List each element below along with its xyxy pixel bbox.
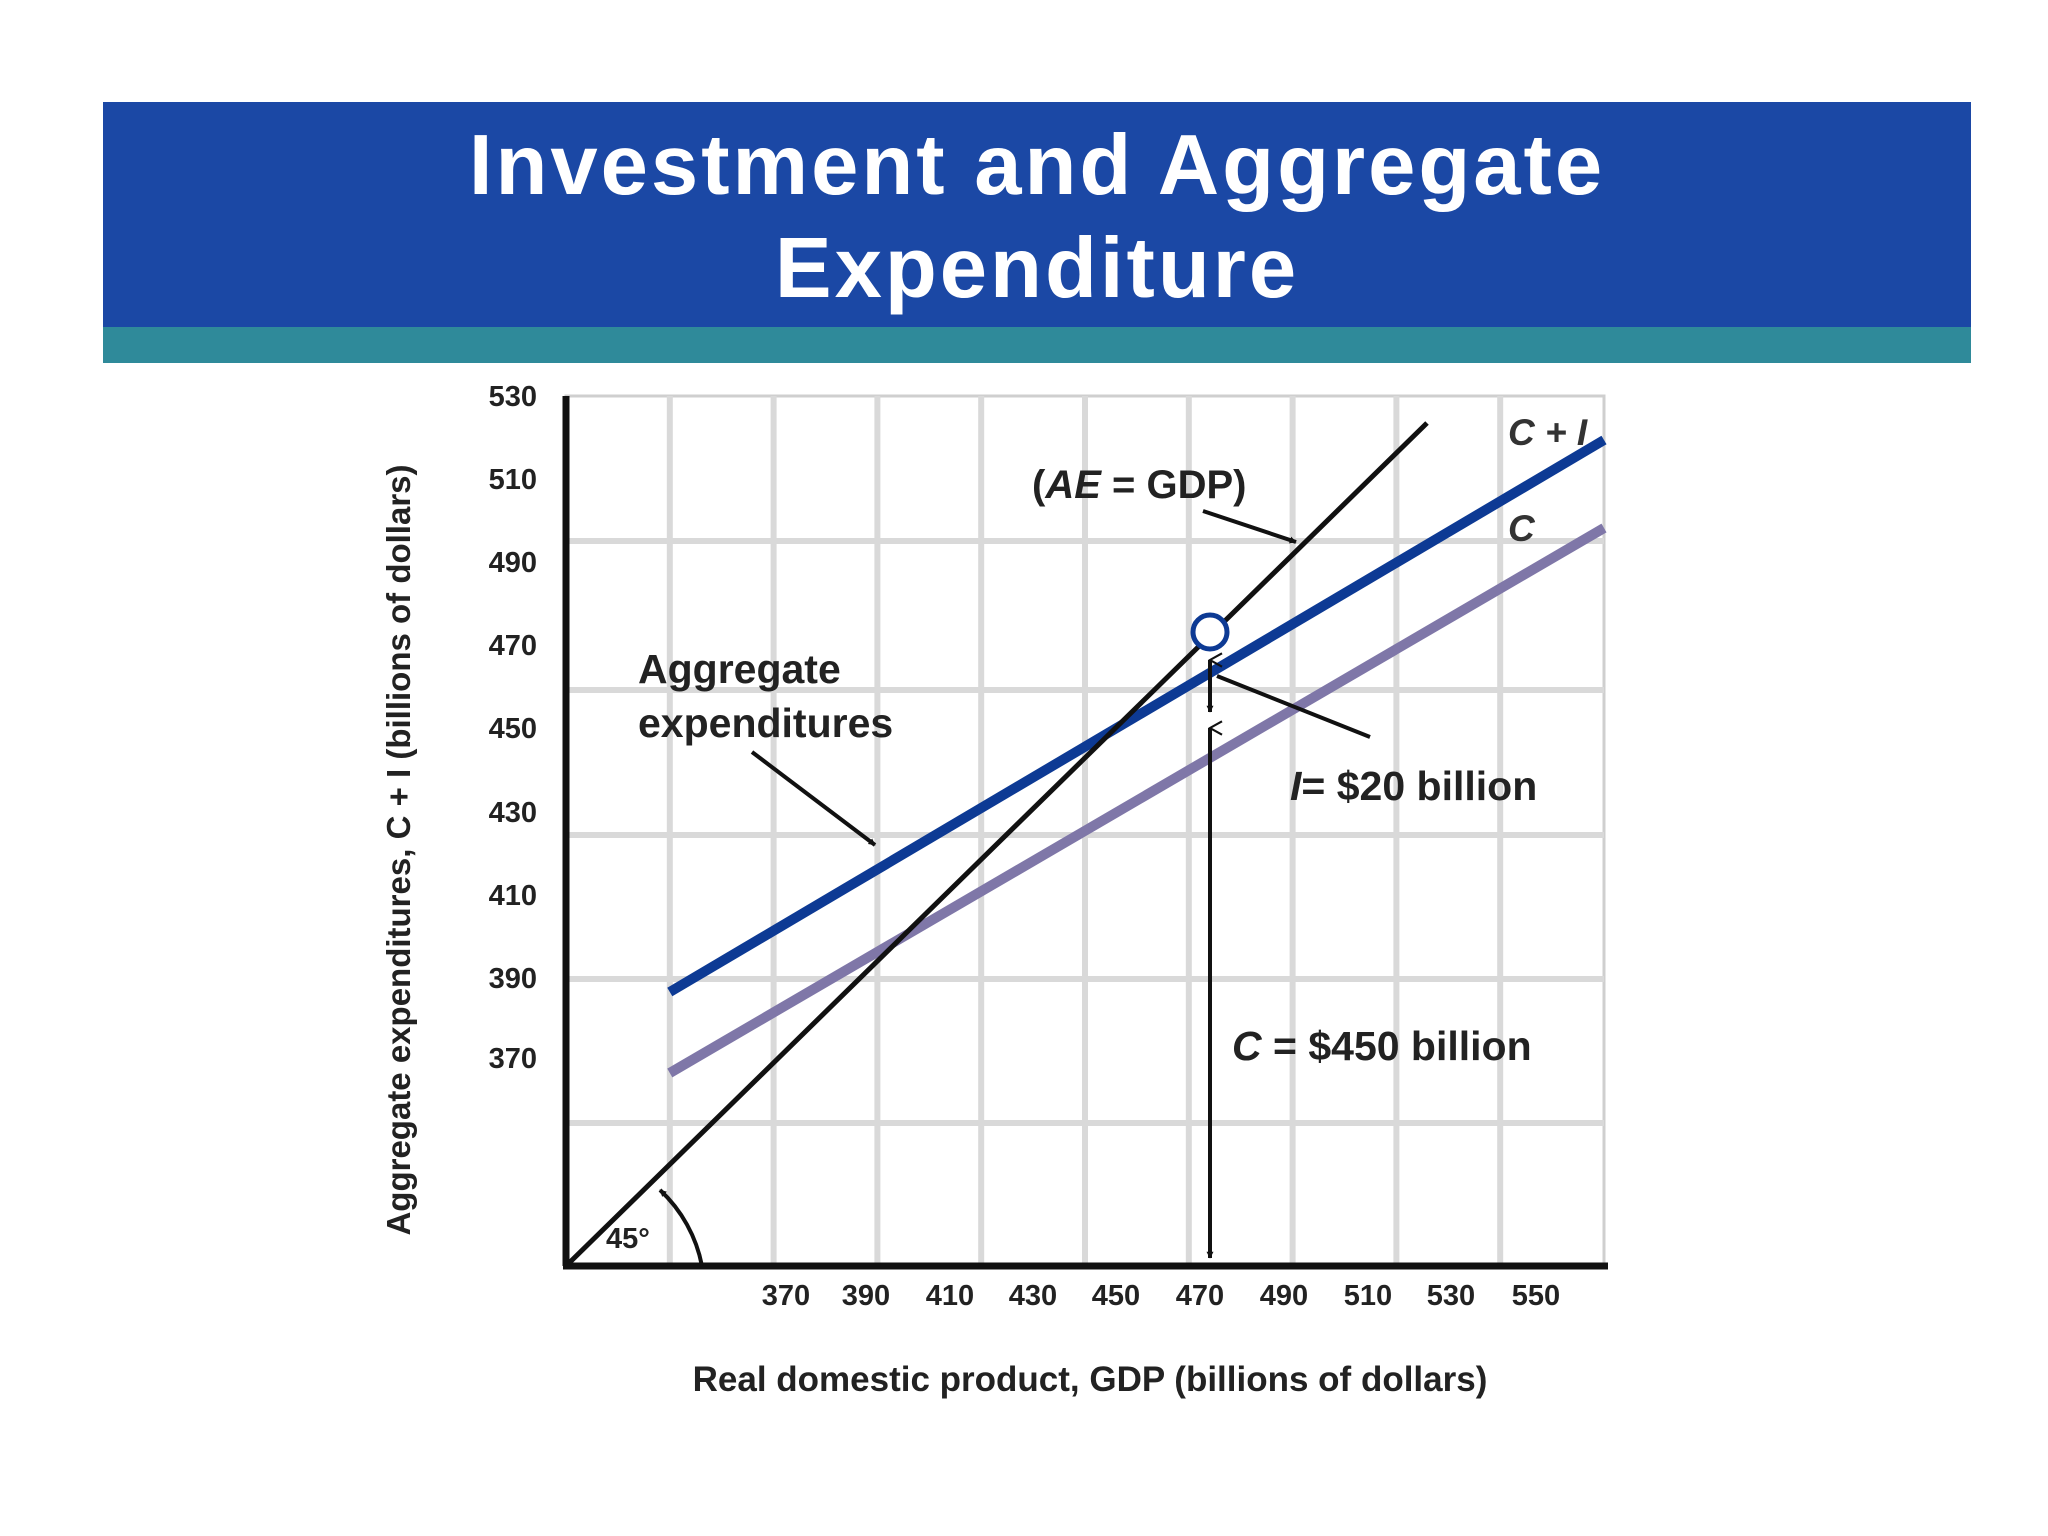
title-accent-stripe (103, 327, 1971, 363)
y-tick-label: 430 (489, 797, 537, 829)
x-tick-label: 530 (1427, 1280, 1475, 1312)
y-axis-label: Aggregate expenditures, C + I (billions … (380, 464, 417, 1235)
x-tick-label: 430 (1009, 1280, 1057, 1312)
x-tick-label: 390 (842, 1280, 890, 1312)
y-tick-label: 470 (489, 630, 537, 662)
annotation-consumption: C = $450 billion (1232, 1023, 1532, 1069)
x-axis-ticks: 370 390 410 430 450 470 490 510 530 550 (762, 1280, 1560, 1312)
series-label-c-plus-i: C + I (1508, 412, 1588, 453)
y-tick-label: 530 (489, 381, 537, 413)
y-tick-label: 410 (489, 880, 537, 912)
x-tick-label: 370 (762, 1280, 810, 1312)
annotation-aggregate-line-2: expenditures (638, 700, 893, 746)
arrow-ae-gdp (1202, 509, 1297, 544)
series-lines (564, 421, 1607, 1268)
y-tick-label: 510 (489, 464, 537, 496)
series-label-c: C (1508, 508, 1536, 549)
series-line-ae-gdp (564, 421, 1429, 1268)
x-tick-label: 490 (1260, 1280, 1308, 1312)
angle-arc (658, 1188, 704, 1267)
y-axis-ticks: 530 510 490 470 450 430 410 390 370 (489, 381, 537, 1075)
annotation-aggregate-line-1: Aggregate (638, 646, 841, 692)
equilibrium-layer (1190, 612, 1230, 652)
x-tick-label: 450 (1092, 1280, 1140, 1312)
x-tick-label: 510 (1344, 1280, 1392, 1312)
arrow-investment (1216, 674, 1371, 739)
angle-label: 45° (606, 1223, 650, 1255)
x-tick-label: 470 (1176, 1280, 1224, 1312)
x-axis-label: Real domestic product, GDP (billions of … (693, 1360, 1488, 1399)
series-line-c (667, 523, 1607, 1078)
slide-title-line-1: Investment and Aggregate (468, 118, 1606, 213)
title-bar (103, 102, 1971, 327)
slide-title-line-2: Expenditure (774, 221, 1300, 316)
y-tick-label: 450 (489, 713, 537, 745)
x-tick-label: 410 (926, 1280, 974, 1312)
series-line-c-plus-i (667, 435, 1607, 997)
y-tick-label: 370 (489, 1043, 537, 1075)
arrow-aggregate-expenditures (750, 750, 877, 847)
annotation-arrows (750, 509, 1371, 1258)
annotation-ae-gdp: (AE = GDP) (1032, 463, 1247, 507)
slide-title: Investment and Aggregate Expenditure (103, 114, 1971, 320)
annotation-investment: I= $20 billion (1290, 763, 1537, 809)
equilibrium-point (1190, 612, 1230, 652)
x-tick-label: 550 (1512, 1280, 1560, 1312)
y-tick-label: 390 (489, 963, 537, 995)
y-tick-label: 490 (489, 547, 537, 579)
